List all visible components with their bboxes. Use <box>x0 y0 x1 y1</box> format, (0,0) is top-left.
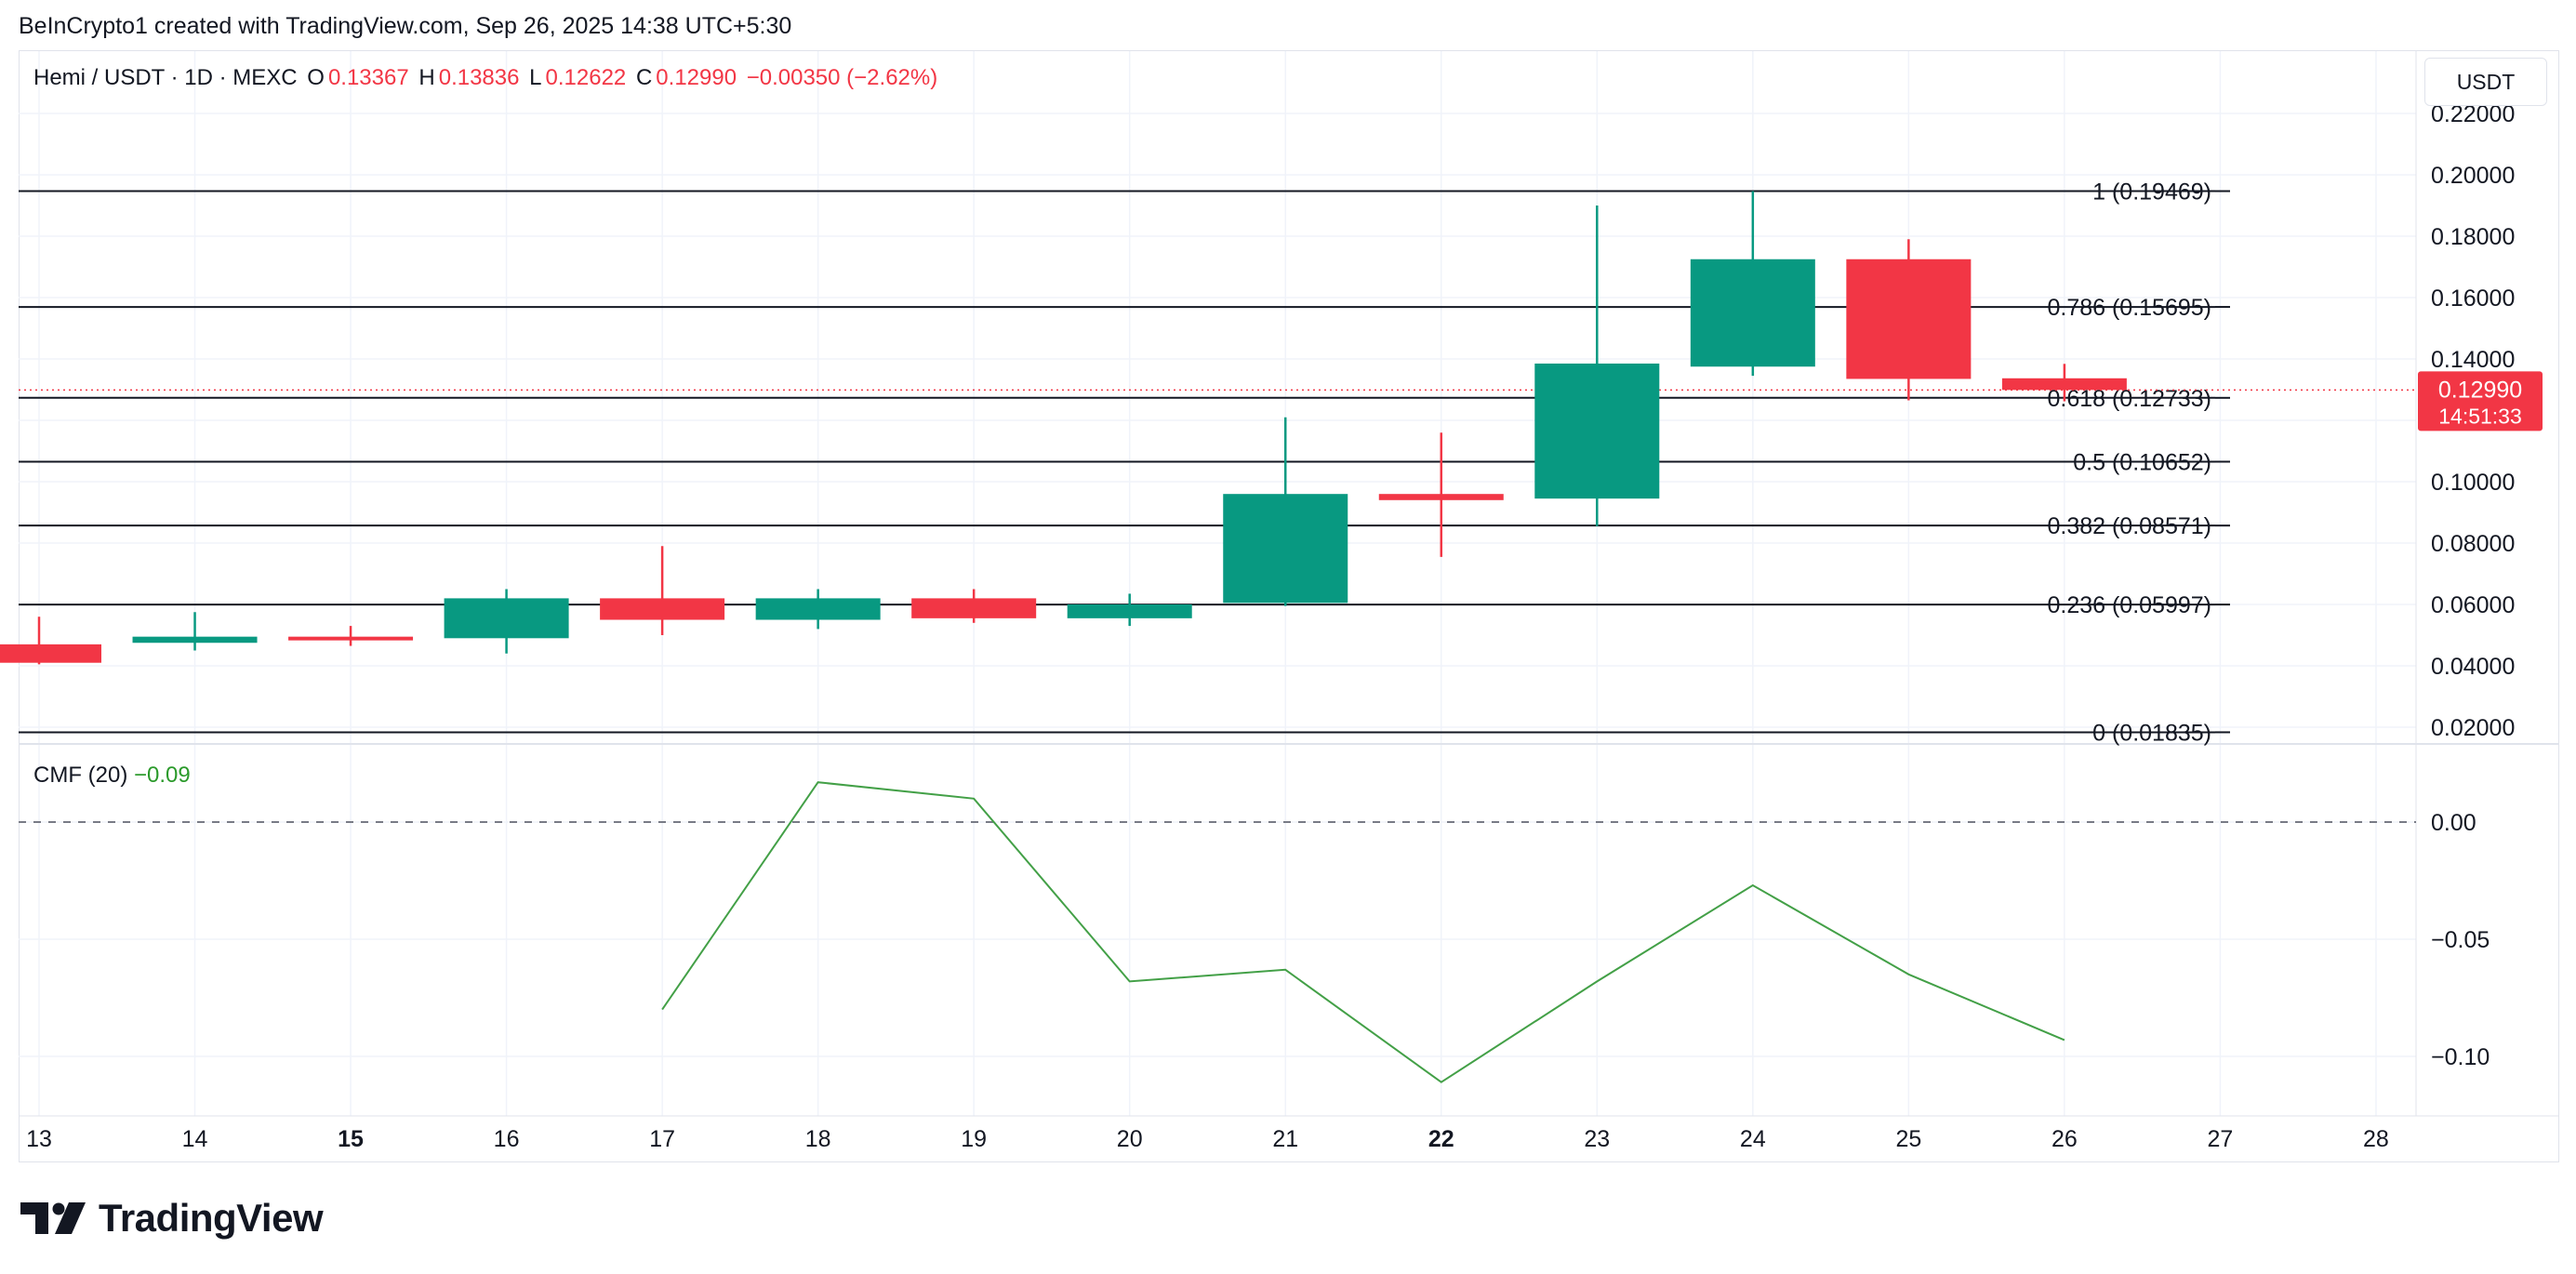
cmf-panel: 0.00 −0.05 −0.10 <box>19 781 2490 1083</box>
price-tag-value: 0.12990 <box>2438 377 2522 403</box>
tradingview-logo[interactable]: TradingView <box>20 1196 324 1241</box>
candle-body <box>1534 363 1660 499</box>
price-axis-label: 0.20000 <box>2431 163 2515 189</box>
fib-level-label: 0.382 (0.08571) <box>2047 513 2211 539</box>
price-axis-label: 0.10000 <box>2431 470 2515 496</box>
candle-body <box>755 598 881 620</box>
change-value: −0.00350 (−2.62%) <box>746 65 938 90</box>
candle-body <box>1846 259 1972 379</box>
cmf-name: CMF (20) <box>33 763 128 788</box>
candle-body <box>1378 494 1504 500</box>
low-value: 0.12622 <box>545 65 627 90</box>
time-axis-label: 27 <box>2208 1126 2234 1152</box>
time-axis-label: 22 <box>1428 1126 1454 1152</box>
time-axis-label: 14 <box>182 1126 208 1152</box>
cmf-legend: CMF (20) −0.09 <box>33 763 191 789</box>
time-axis-label: 16 <box>494 1126 520 1152</box>
open-label: O <box>307 65 325 90</box>
candle-body <box>1690 259 1815 367</box>
candle-body <box>0 644 101 663</box>
time-axis-label: 24 <box>1740 1126 1766 1152</box>
cmf-axis-label: −0.05 <box>2431 927 2490 953</box>
candle-body <box>911 598 1037 618</box>
cmf-line <box>661 781 2065 1083</box>
time-axis-label: 17 <box>649 1126 675 1152</box>
price-axis-label: 0.08000 <box>2431 531 2515 557</box>
fib-level-label: 0.5 (0.10652) <box>2073 449 2211 475</box>
time-axis-label: 26 <box>2052 1126 2078 1152</box>
close-value: 0.12990 <box>656 65 737 90</box>
time-axis-label: 21 <box>1272 1126 1298 1152</box>
time-axis-label: 28 <box>2363 1126 2389 1152</box>
candle-body <box>1223 494 1348 604</box>
tradingview-logo-icon <box>20 1202 86 1234</box>
time-axis-label: 25 <box>1895 1126 1921 1152</box>
high-value: 0.13836 <box>438 65 520 90</box>
price-axis-label: 0.04000 <box>2431 654 2515 680</box>
candle-body <box>600 598 725 620</box>
cmf-axis-label: −0.10 <box>2431 1044 2490 1070</box>
price-axis-label: 0.18000 <box>2431 224 2515 250</box>
time-axis-label: 18 <box>805 1126 831 1152</box>
currency-button[interactable]: USDT <box>2424 58 2547 106</box>
fib-level-label: 0.786 (0.15695) <box>2047 295 2211 321</box>
chart-credit: BeInCrypto1 created with TradingView.com… <box>19 13 792 39</box>
candle-body <box>132 636 258 644</box>
candle-body <box>288 636 414 641</box>
fib-level-label: 0 (0.01835) <box>2092 720 2211 746</box>
low-label: L <box>529 65 542 90</box>
fib-level-label: 1 (0.19469) <box>2092 179 2211 206</box>
time-axis-label: 20 <box>1117 1126 1143 1152</box>
time-axis: 13 14 15 16 17 18 19 20 21 22 23 24 25 26 27 28 <box>26 1126 2389 1152</box>
time-axis-label: 15 <box>338 1126 364 1152</box>
open-value: 0.13367 <box>327 65 409 90</box>
tradingview-logo-text: TradingView <box>99 1196 324 1240</box>
price-axis-label: 0.02000 <box>2431 715 2515 741</box>
cmf-value: −0.09 <box>134 763 191 788</box>
symbol-name: Hemi / USDT · 1D · MEXC <box>33 65 298 90</box>
candles <box>0 191 2127 665</box>
cmf-axis-label: 0.00 <box>2431 810 2476 836</box>
time-axis-label: 23 <box>1584 1126 1610 1152</box>
fibonacci-levels: 1 (0.19469)0.786 (0.15695)0.618 (0.12733… <box>19 179 2416 746</box>
candle-body <box>2001 378 2127 391</box>
high-label: H <box>418 65 435 90</box>
symbol-legend: Hemi / USDT · 1D · MEXC O 0.13367 H 0.1383… <box>33 65 941 91</box>
fib-level-label: 0.236 (0.05997) <box>2047 592 2211 618</box>
time-axis-label: 13 <box>26 1126 52 1152</box>
close-label: C <box>635 65 653 90</box>
candle-body <box>1067 604 1192 618</box>
price-axis-label: 0.16000 <box>2431 285 2515 312</box>
time-axis-label: 19 <box>961 1126 987 1152</box>
price-tag-countdown: 14:51:33 <box>2438 404 2522 428</box>
price-axis-label: 0.06000 <box>2431 592 2515 618</box>
price-axis: 0.020000.040000.060000.080000.100000.120… <box>2418 101 2543 741</box>
price-axis-label: 0.14000 <box>2431 347 2515 373</box>
chart-frame <box>19 50 2559 1162</box>
price-tag <box>2418 371 2543 431</box>
candle-body <box>444 598 569 639</box>
